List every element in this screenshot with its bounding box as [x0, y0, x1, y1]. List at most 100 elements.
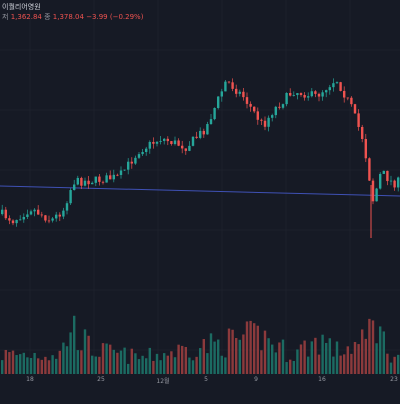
- candle-body: [134, 157, 137, 164]
- candle: [317, 92, 321, 102]
- volume-bar: [33, 352, 36, 374]
- volume-bar: [73, 315, 76, 374]
- candle: [47, 215, 51, 224]
- volume-bar: [343, 354, 346, 374]
- horizontal-line-drawing[interactable]: [0, 185, 400, 197]
- candle-body: [285, 92, 288, 105]
- candle-body: [249, 103, 252, 107]
- volume-bar: [375, 343, 378, 374]
- candle-body: [371, 180, 375, 202]
- volume-bar: [195, 356, 198, 374]
- volume-bar: [152, 360, 155, 374]
- symbol-legend: 이퀄리어영원 저 1,362.84 종 1,378.04 −3.99 (−0.2…: [2, 2, 143, 32]
- volume-bar: [51, 355, 54, 374]
- candle: [368, 157, 371, 181]
- volume-bar: [292, 360, 295, 374]
- volume-bar: [87, 335, 90, 374]
- volume-bar: [242, 334, 245, 374]
- candle-body: [368, 158, 371, 181]
- time-axis-label: 16: [318, 376, 326, 383]
- candle: [105, 172, 108, 183]
- candle-body: [109, 175, 112, 180]
- candle: [314, 90, 317, 98]
- volume-bar: [260, 350, 263, 374]
- candle-body: [26, 214, 29, 217]
- candle-body: [105, 175, 108, 183]
- volume-bar: [159, 360, 162, 374]
- volume-bar: [274, 352, 277, 374]
- candle: [364, 133, 367, 163]
- candle-body: [119, 170, 123, 175]
- candle-body: [101, 181, 105, 183]
- candle: [278, 102, 281, 110]
- candle: [8, 215, 11, 225]
- candle: [51, 216, 54, 223]
- candle: [274, 105, 277, 119]
- candle-body: [181, 145, 184, 149]
- volume-bar: [134, 353, 137, 374]
- volume-bar: [271, 344, 274, 374]
- volume-bar: [37, 358, 40, 374]
- candle: [339, 81, 342, 92]
- candle-body: [58, 214, 61, 217]
- volume-bar: [127, 363, 130, 374]
- volume-bar: [76, 350, 79, 374]
- candle-body: [361, 126, 364, 139]
- volume-bar: [55, 358, 58, 374]
- candle: [134, 155, 137, 165]
- candle-body: [292, 95, 295, 96]
- candle: [238, 89, 241, 97]
- candle: [202, 128, 205, 138]
- volume-bar: [289, 359, 292, 374]
- candle: [393, 179, 396, 191]
- candle: [235, 84, 238, 98]
- volume-bar: [321, 334, 324, 374]
- volume-bar: [224, 357, 227, 374]
- candle: [101, 180, 105, 185]
- volume-bars: [1, 315, 400, 374]
- volume-bar: [62, 342, 65, 374]
- volume-bar: [199, 348, 202, 374]
- candle-body: [346, 97, 349, 99]
- candle: [267, 115, 270, 132]
- candle: [307, 92, 310, 101]
- candle: [249, 101, 252, 112]
- candle-body: [19, 219, 22, 221]
- volume-bar: [19, 354, 22, 374]
- candle: [386, 170, 389, 186]
- candle: [173, 136, 177, 146]
- volume-bar: [98, 356, 101, 374]
- candle-body: [303, 94, 306, 98]
- candle: [98, 174, 101, 186]
- volume-bar: [303, 340, 306, 374]
- candle: [69, 188, 72, 205]
- candle-body: [1, 209, 4, 215]
- candle: [29, 209, 33, 216]
- candle-body: [231, 82, 234, 89]
- candle-body: [364, 138, 367, 159]
- volume-bar: [382, 331, 385, 374]
- volume-bar: [206, 353, 209, 374]
- candle: [209, 113, 213, 125]
- volume-bar: [83, 329, 87, 374]
- volume-bar: [173, 357, 177, 374]
- candle-body: [220, 91, 223, 97]
- volume-bar: [332, 356, 335, 374]
- volume-bar: [26, 357, 29, 374]
- candle: [55, 211, 58, 222]
- close-prefix: 저: [2, 13, 9, 21]
- candle: [87, 176, 90, 189]
- candle: [188, 141, 191, 152]
- close-label: 종: [44, 13, 51, 21]
- candle-body: [73, 184, 76, 191]
- volume-bar: [353, 341, 357, 374]
- candle-body: [271, 115, 274, 118]
- volume-bar: [181, 345, 184, 374]
- volume-bar: [188, 357, 191, 374]
- candle-body: [130, 161, 133, 164]
- candle-body: [123, 169, 126, 171]
- candle: [170, 140, 173, 146]
- volume-bar: [105, 343, 108, 374]
